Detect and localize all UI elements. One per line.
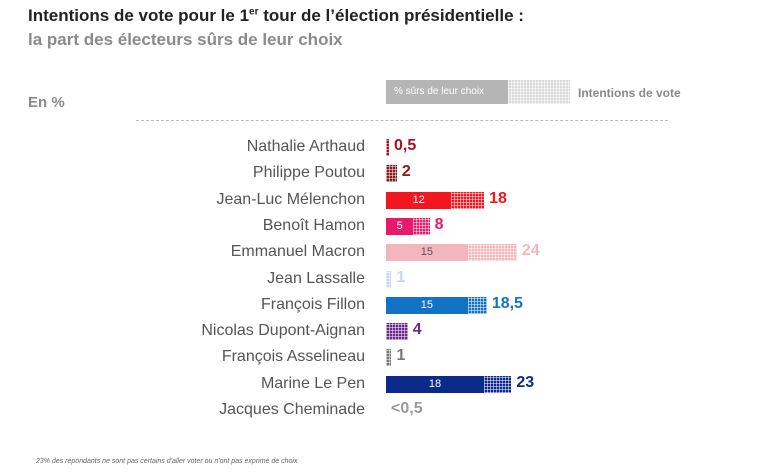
bar-total-segment (386, 165, 397, 183)
candidate-name: Jean-Luc Mélenchon (216, 190, 365, 208)
legend-swatch: % sûrs de leur choix (386, 80, 570, 104)
bar-total-segment (386, 323, 408, 341)
legend-sure-label: % sûrs de leur choix (386, 80, 508, 104)
footnote: 23% des répondants ne sont pas certains … (36, 458, 298, 465)
candidate-name: Nicolas Dupont-Aignan (201, 322, 365, 340)
candidate-name: Jean Lassalle (267, 269, 365, 287)
legend-total-label: Intentions de vote (578, 86, 681, 100)
value-label: 0,5 (394, 137, 417, 154)
candidate-name: Nathalie Arthaud (246, 138, 365, 155)
bar-sure-segment: 5 (386, 217, 414, 235)
bar-row: Jean Lassalle 1 (0, 267, 770, 293)
value-label: 23 (516, 373, 535, 391)
value-label: 1 (396, 347, 406, 365)
bar-row: Jean-Luc Mélenchon 12 18 (0, 188, 770, 214)
value-label: 4 (412, 321, 422, 339)
candidate-name: Philippe Poutou (252, 164, 365, 182)
bar-total-segment (451, 191, 485, 209)
candidate-name: Emmanuel Macron (230, 243, 365, 261)
bar-row: François Fillon 15 18,5 (0, 293, 770, 319)
candidate-name: Benoît Hamon (262, 216, 365, 234)
bar-row: Jacques Cheminade <0,5 (0, 398, 770, 424)
value-label: 1 (396, 268, 406, 286)
legend-pattern-swatch (508, 80, 570, 104)
bar-total-segment (484, 375, 512, 393)
bar-total-segment (386, 270, 392, 288)
unit-label: En % (28, 94, 65, 111)
bar-row: Nathalie Arthaud 0,5 (0, 135, 770, 161)
bar-row: Emmanuel Macron 15 24 (0, 240, 770, 266)
value-label: <0,5 (391, 400, 423, 417)
candidate-name: François Fillon (260, 295, 365, 313)
divider-line (136, 120, 668, 121)
chart-subtitle: la part des électeurs sûrs de leur choix (28, 30, 343, 49)
bar-total-segment (386, 349, 392, 367)
bar-sure-segment: 12 (386, 191, 452, 209)
chart-title: Intentions de vote pour le 1er tour de l… (28, 6, 524, 25)
bar-row: Philippe Poutou 2 (0, 161, 770, 187)
bar-row: Nicolas Dupont-Aignan 4 (0, 319, 770, 345)
value-label: 8 (434, 215, 444, 233)
bar-total-segment (467, 296, 487, 314)
value-label: 24 (521, 242, 540, 260)
bar-sure-segment: 15 (386, 296, 468, 314)
candidate-name: François Asselineau (221, 348, 365, 366)
bar-total-segment (386, 139, 389, 156)
value-label: 18 (489, 189, 507, 207)
bar-sure-segment: 15 (386, 244, 468, 262)
bar-row: Benoît Hamon 5 8 (0, 214, 770, 240)
bar-row: François Asselineau 1 (0, 345, 770, 371)
bar-total-segment (467, 244, 517, 262)
value-label: 2 (401, 163, 411, 181)
candidate-name: Jacques Cheminade (219, 401, 365, 418)
value-label: 18,5 (491, 294, 523, 312)
candidate-name: Marine Le Pen (260, 374, 365, 392)
bar-total-segment (413, 217, 430, 235)
bar-row: Marine Le Pen 18 23 (0, 372, 770, 398)
bar-sure-segment: 18 (386, 375, 485, 393)
